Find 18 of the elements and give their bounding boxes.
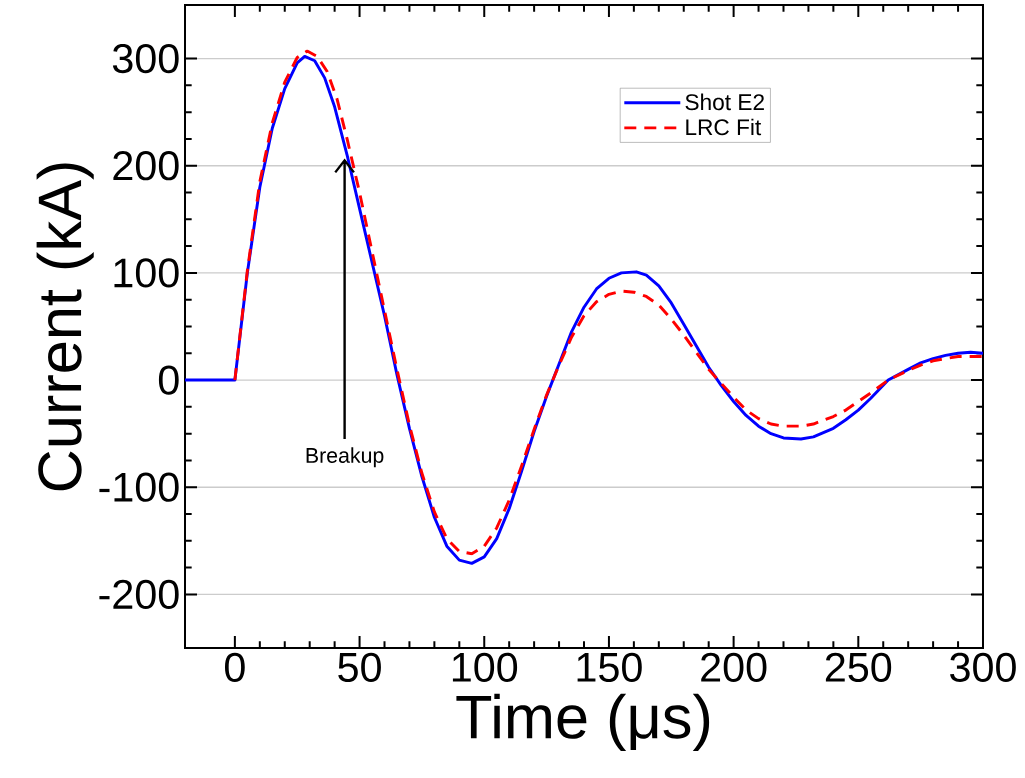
- x-tick-label: 50: [338, 652, 381, 682]
- x-tick-label: 150: [577, 652, 642, 682]
- y-tick-label: -200: [99, 579, 179, 610]
- x-tick-label: 300: [950, 652, 1016, 682]
- y-tick-label: 200: [113, 151, 179, 181]
- y-tick-label: 0: [158, 365, 179, 395]
- x-tick-label: 0: [224, 652, 245, 682]
- legend-label: LRC Fit: [686, 118, 762, 136]
- x-tick-label: 100: [452, 652, 518, 682]
- y-tick-label: 100: [114, 258, 179, 288]
- y-tick-label: 300: [112, 43, 179, 74]
- y-axis-title: Current (kA): [36, 163, 94, 491]
- x-tick-label: 250: [825, 652, 892, 682]
- x-tick-label: 200: [701, 652, 767, 682]
- annotation: Breakup: [306, 447, 384, 468]
- legend-label: Shot E2: [685, 93, 764, 111]
- y-tick-label: -100: [99, 472, 179, 502]
- x-axis-title: Time (μs): [456, 693, 710, 751]
